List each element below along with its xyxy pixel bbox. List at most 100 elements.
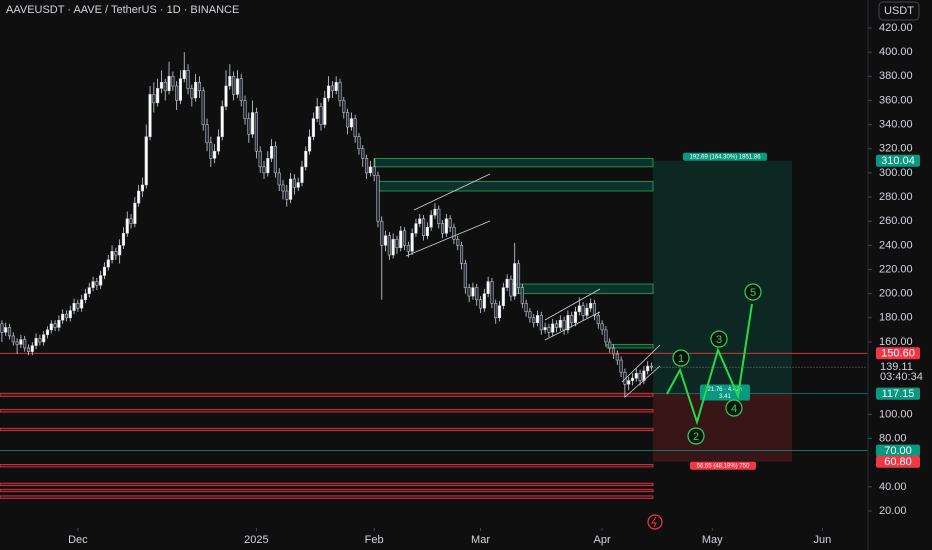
y-tick-label: 420.00 [879,22,913,34]
candle-body [156,88,160,104]
candle-body [182,70,186,79]
candle-body [520,287,524,304]
candle-body [486,281,490,294]
candle-body [604,329,608,343]
candle-body [418,218,422,224]
candle-body [513,263,517,297]
supply-zone [0,464,654,468]
y-tick-label: 20.00 [879,505,907,517]
candle-body [387,235,391,256]
candle-body [627,380,631,385]
candle-body [258,150,262,168]
candle-body [194,82,198,99]
candle-body [178,78,182,101]
alert-bolt [651,516,657,528]
trend-line [621,344,661,383]
candle-body [152,94,156,104]
wave-circle [725,399,743,417]
wave-path [666,303,753,426]
y-tick-label: 220.00 [879,263,913,275]
candle-body [649,365,654,368]
wave-circle [687,427,705,445]
candle-body [543,327,547,331]
candle-body [592,303,597,316]
demand-zone [509,283,654,295]
candle-body [19,339,23,345]
candle-body [102,266,107,276]
candle-body [501,287,505,306]
candle-body [384,235,388,246]
candle-body [516,263,521,288]
drawings [405,173,762,445]
candle-body [638,373,642,381]
candle-body [45,329,50,335]
axis-labels: 20.00 40.00 80.00 100.00 160.00 180.00 200.00 2… [68,22,923,546]
candle-body [300,166,304,183]
candle-body [171,76,175,87]
candle-body [448,218,452,228]
x-tick-label: 2025 [244,534,268,546]
wave-label: 2 [693,431,699,443]
candle-body [125,218,129,234]
candle-body [539,315,543,331]
candle-body [376,175,380,222]
candle-body [285,190,289,200]
price-tag [876,347,920,360]
candle-body [11,335,15,343]
candle-body [262,166,266,174]
candle-body [0,323,4,333]
candle-body [110,251,114,261]
candle-body [311,118,315,137]
candle-body [403,230,407,246]
position-label-box [690,461,756,470]
x-tick-label: Feb [365,534,384,546]
candle-body [399,230,403,249]
y-tick-label: 240.00 [879,239,913,251]
candle-body [357,136,361,150]
candle-body [118,245,122,256]
candle-body [422,218,426,236]
candle-body [201,90,205,125]
candle-body [296,182,300,188]
wave-label: 3 [716,334,722,346]
candle-body [266,158,270,174]
alert-icon[interactable] [647,514,663,530]
candle-body [600,323,604,331]
candle-body [570,315,574,323]
candle-body [76,303,80,309]
candle-body [106,259,110,268]
candle-body [535,315,540,323]
candle-body [186,70,190,89]
candle-body [323,97,327,125]
position-label: 3.41 [719,394,731,400]
supply-zone [0,427,654,432]
trend-line [544,311,601,341]
candle-body [83,293,88,300]
candle-body [368,166,372,174]
candle-body [273,146,277,174]
candle-body [532,317,536,323]
wave-circle [672,349,690,367]
candle-body [630,377,635,381]
currency-label[interactable]: USDT [884,5,914,17]
supply-zone [0,488,654,493]
candle-body [524,303,528,313]
candle-body [414,223,418,234]
candle-body [334,82,338,92]
stop-area [653,393,792,462]
candle-body [232,76,236,95]
time-axis [0,528,932,550]
candle-body [452,226,456,240]
candle-body [490,281,494,304]
candle-body [281,184,285,192]
candle-body [410,233,414,252]
candle-body [68,310,72,319]
currency-button[interactable] [878,1,920,21]
candle-body [581,305,585,316]
candle-body [38,338,42,343]
candle-body [216,136,220,152]
candle-body [596,315,600,325]
candle-body [49,323,53,331]
candle-body [380,220,384,246]
last-price-label: 139.11 [880,361,913,373]
